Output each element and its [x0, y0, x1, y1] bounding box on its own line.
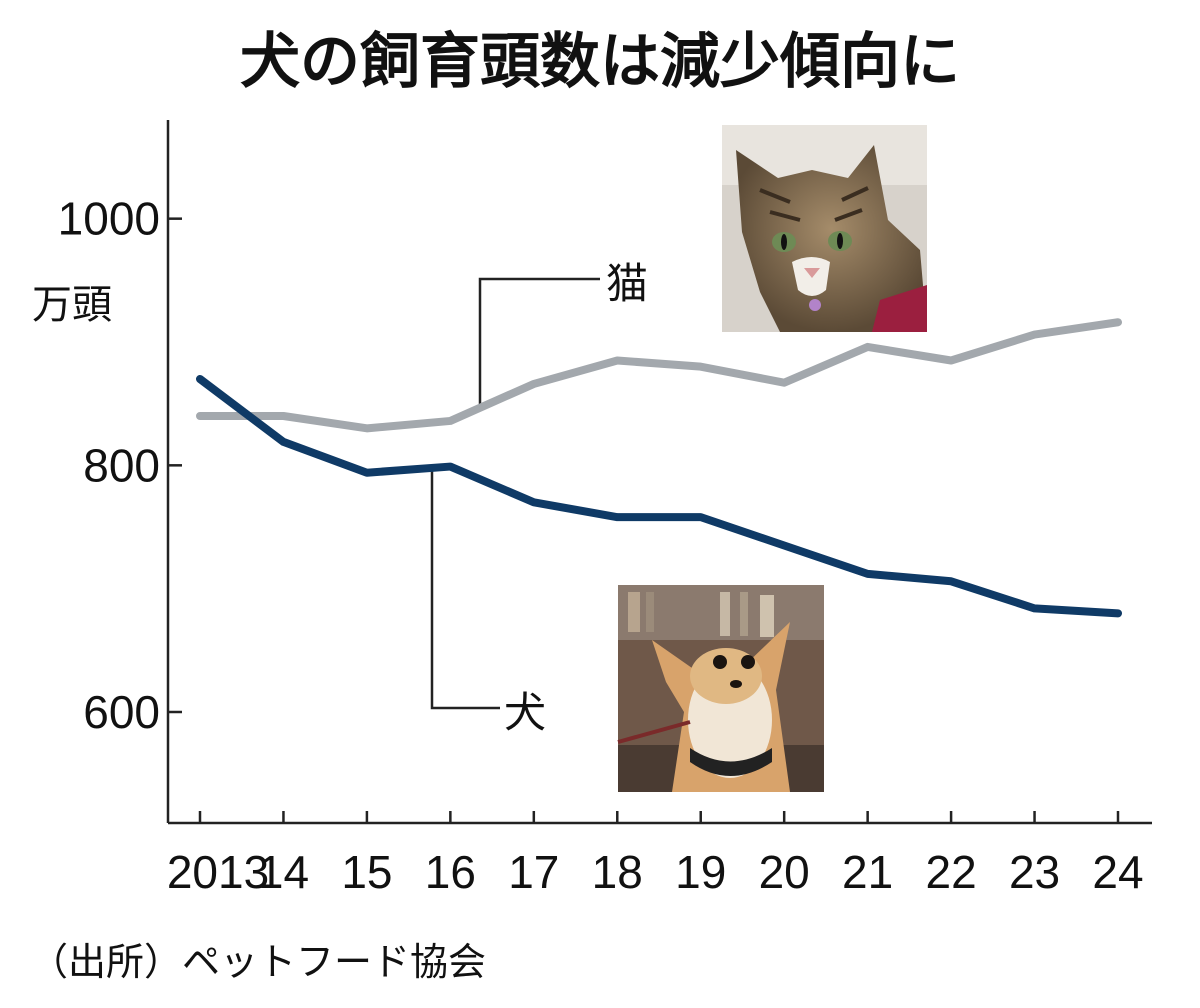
dog-photo	[617, 585, 824, 792]
y-tick-label: 600	[83, 686, 160, 738]
x-tick-label: 18	[592, 846, 643, 898]
x-tick-label: 20	[759, 846, 810, 898]
x-tick-label: 21	[842, 846, 893, 898]
cat-photo	[722, 125, 927, 332]
series-line-cat	[196, 318, 1122, 433]
x-tick-label: 24	[1092, 846, 1143, 898]
x-tick-label: 22	[926, 846, 977, 898]
series-label-dog: 犬	[504, 688, 546, 737]
dog-label-leader	[430, 466, 500, 710]
y-tick-label: 1000	[58, 193, 160, 245]
x-tick-label: 2013	[167, 846, 269, 898]
y-tick-label: 800	[83, 439, 160, 491]
series-line-dog	[196, 375, 1122, 618]
x-tick-label: 14	[258, 846, 309, 898]
x-tick-label: 17	[508, 846, 559, 898]
x-tick-label: 19	[675, 846, 726, 898]
y-unit-label: 万頭	[32, 282, 112, 328]
chart-title: 犬の飼育頭数は減少傾向に	[240, 27, 960, 97]
x-tick-label: 16	[425, 846, 476, 898]
x-tick-label: 23	[1009, 846, 1060, 898]
y-ticks: 600 800 1000	[58, 193, 182, 738]
x-tick-label: 15	[341, 846, 392, 898]
series-label-cat: 猫	[606, 259, 648, 308]
source-note: （出所）ペットフード協会	[30, 940, 486, 984]
cat-label-leader	[478, 277, 600, 404]
